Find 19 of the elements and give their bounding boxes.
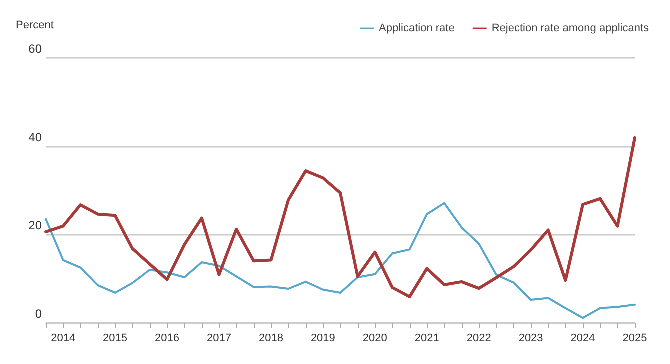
legend-label: Application rate: [379, 22, 455, 34]
x-tick-label: 2022: [466, 332, 492, 344]
x-tick-label: 2018: [258, 332, 284, 344]
x-tick-label: 2017: [206, 332, 232, 344]
x-tick-label: 2025: [622, 332, 648, 344]
x-tick-label: 2023: [518, 332, 544, 344]
x-tick-label: 2016: [155, 332, 180, 344]
y-tick-label: 40: [28, 130, 42, 144]
y-tick-label: 20: [28, 218, 42, 233]
x-tick-label: 2014: [51, 332, 76, 344]
x-tick-label: 2019: [310, 332, 336, 344]
y-axis-title: Percent: [16, 20, 54, 32]
x-tick-label: 2024: [570, 332, 596, 344]
y-tick-label: 0: [35, 307, 42, 321]
x-tick-label: 2021: [414, 332, 440, 344]
x-tick-label: 2015: [103, 332, 128, 344]
y-tick-label: 60: [28, 42, 42, 56]
legend-label: Rejection rate among applicants: [492, 22, 650, 34]
x-tick-label: 2020: [362, 332, 388, 344]
